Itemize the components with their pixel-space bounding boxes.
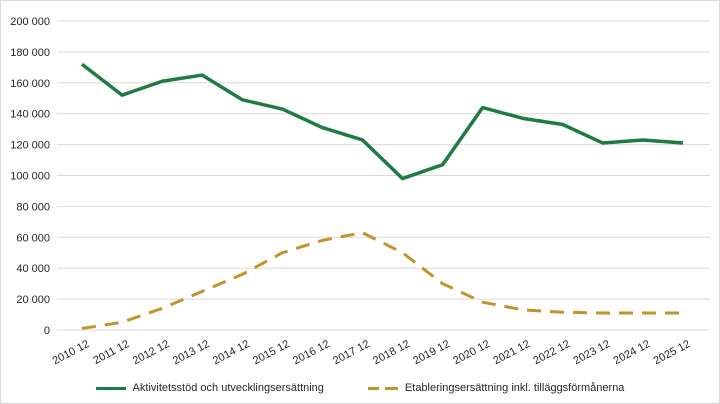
- x-axis-tick-label: 2014 12: [211, 338, 252, 367]
- y-axis-tick-label: 180 000: [10, 47, 50, 59]
- y-axis-tick-label: 200 000: [10, 16, 50, 28]
- legend-label-etablering: Etableringsersättning inkl. tilläggsförm…: [404, 382, 625, 394]
- x-axis-tick-label: 2017 12: [331, 338, 372, 367]
- x-axis-tick-label: 2024 12: [612, 338, 653, 367]
- x-axis-tick-label: 2019 12: [411, 338, 452, 367]
- y-axis-tick-label: 0: [44, 325, 50, 337]
- y-axis-tick-label: 100 000: [10, 171, 50, 183]
- x-axis-tick-label: 2016 12: [291, 338, 332, 367]
- y-axis-tick-label: 60 000: [16, 232, 50, 244]
- y-axis-tick-label: 80 000: [16, 201, 50, 213]
- x-axis-tick-label: 2021 12: [491, 338, 532, 367]
- x-axis-tick-label: 2020 12: [451, 338, 492, 367]
- legend-item-aktivitetsstod: Aktivitetsstöd och utvecklingsersättning: [95, 382, 324, 394]
- x-axis-tick-label: 2022 12: [531, 338, 572, 367]
- dashed-line-swatch: [367, 386, 398, 390]
- chart-legend: Aktivitetsstöd och utvecklingsersättning…: [1, 382, 719, 394]
- legend-label-aktivitetsstod: Aktivitetsstöd och utvecklingsersättning: [132, 382, 324, 394]
- x-axis-tick-label: 2018 12: [371, 338, 412, 367]
- solid-line-swatch: [95, 386, 126, 390]
- x-axis-tick-label: 2023 12: [572, 338, 613, 367]
- x-axis-tick-label: 2025 12: [652, 338, 693, 367]
- series-line-0: [80, 62, 684, 181]
- y-axis-tick-label: 140 000: [10, 109, 50, 121]
- series-line-1: [81, 231, 683, 330]
- y-axis-tick-label: 160 000: [10, 78, 50, 90]
- x-axis-tick-label: 2013 12: [171, 338, 212, 367]
- y-axis-tick-label: 40 000: [16, 263, 50, 275]
- legend-item-etablering: Etableringsersättning inkl. tilläggsförm…: [367, 382, 625, 394]
- x-axis-tick-label: 2015 12: [251, 338, 292, 367]
- x-axis-tick-label: 2011 12: [91, 338, 131, 367]
- x-axis-tick-label: 2012 12: [131, 338, 172, 367]
- y-axis-tick-label: 120 000: [10, 140, 50, 152]
- y-axis-tick-label: 20 000: [16, 294, 50, 306]
- x-axis-tick-label: 2010 12: [51, 338, 92, 367]
